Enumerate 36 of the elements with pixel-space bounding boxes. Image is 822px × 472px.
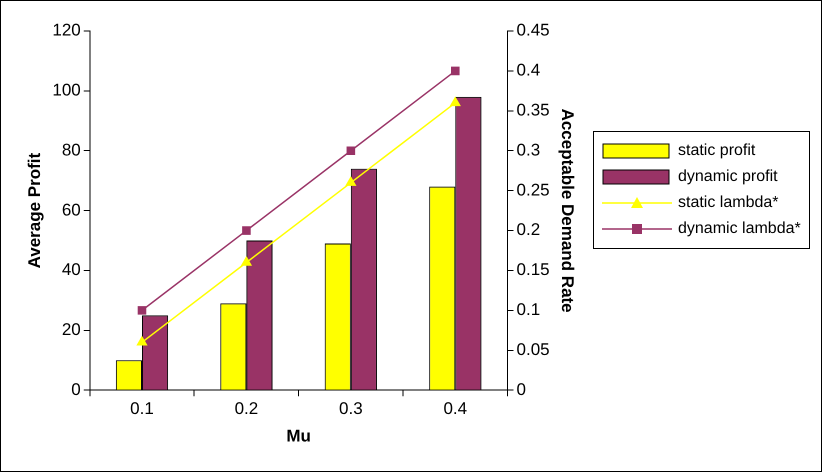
point [450, 97, 460, 106]
point [242, 226, 251, 235]
legend-label: dynamic lambda* [678, 220, 801, 238]
y-tick-label: 20 [62, 320, 81, 340]
legend-label: dynamic profit [678, 168, 778, 186]
legend-label: static profit [678, 142, 756, 160]
y2-tick-label: 0.3 [516, 140, 540, 160]
point [346, 146, 356, 156]
y-tick-label: 40 [62, 260, 81, 280]
x-axis-title: Mu [286, 426, 311, 446]
y2-axis-title: Acceptable Demand Rate [558, 108, 578, 313]
y2-tick-label: 0 [516, 380, 526, 399]
legend-label: static lambda* [678, 194, 778, 212]
y-tick-label: 80 [62, 140, 81, 160]
y2-tick-label: 0.45 [516, 20, 550, 40]
x-tick-label: 0.2 [234, 399, 258, 418]
y2-tick-label: 0.1 [516, 300, 540, 320]
y-tick-label: 120 [52, 20, 81, 40]
y2-tick-label: 0.25 [516, 180, 550, 200]
x-tick-label: 0.4 [443, 399, 468, 418]
y2-tick-label: 0.2 [516, 220, 540, 240]
point [136, 336, 148, 346]
y-tick-label: 60 [62, 200, 81, 220]
y-tick-label: 100 [52, 80, 81, 100]
point [451, 66, 460, 76]
x-tick-label: 0.1 [130, 399, 154, 418]
point [138, 306, 146, 315]
y2-tick-label: 0.4 [516, 60, 540, 80]
y-tick-label: 0 [71, 380, 81, 399]
x-tick-label: 0.3 [339, 399, 363, 418]
point [346, 176, 356, 186]
y2-tick-label: 0.05 [516, 340, 550, 359]
y2-tick-label: 0.15 [516, 260, 550, 280]
point [241, 256, 252, 266]
y-axis-title: Average Profit [24, 152, 44, 268]
y2-tick-label: 0.35 [516, 100, 550, 120]
